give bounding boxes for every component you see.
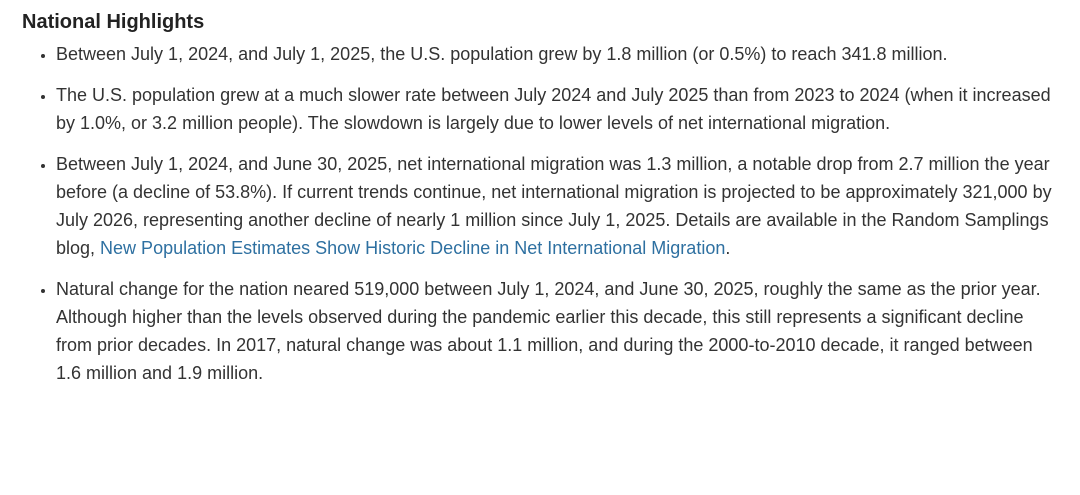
bullet-text: The U.S. population grew at a much slowe… <box>56 85 1051 133</box>
bullet-item: Natural change for the nation neared 519… <box>56 275 1056 387</box>
bullet-item: Between July 1, 2024, and July 1, 2025, … <box>56 40 1056 68</box>
bullet-text: Between July 1, 2024, and June 30, 2025,… <box>56 154 1052 258</box>
blog-link[interactable]: New Population Estimates Show Historic D… <box>100 238 726 258</box>
bullet-item: Between July 1, 2024, and June 30, 2025,… <box>56 150 1056 262</box>
bullet-text: Between July 1, 2024, and July 1, 2025, … <box>56 44 948 64</box>
section-heading: National Highlights <box>22 11 205 33</box>
bullet-item: The U.S. population grew at a much slowe… <box>56 81 1056 137</box>
bullet-end: . <box>725 238 731 258</box>
bullet-text: Natural change for the nation neared 519… <box>56 279 1041 383</box>
bullet-list: Between July 1, 2024, and July 1, 2025, … <box>22 40 1056 387</box>
